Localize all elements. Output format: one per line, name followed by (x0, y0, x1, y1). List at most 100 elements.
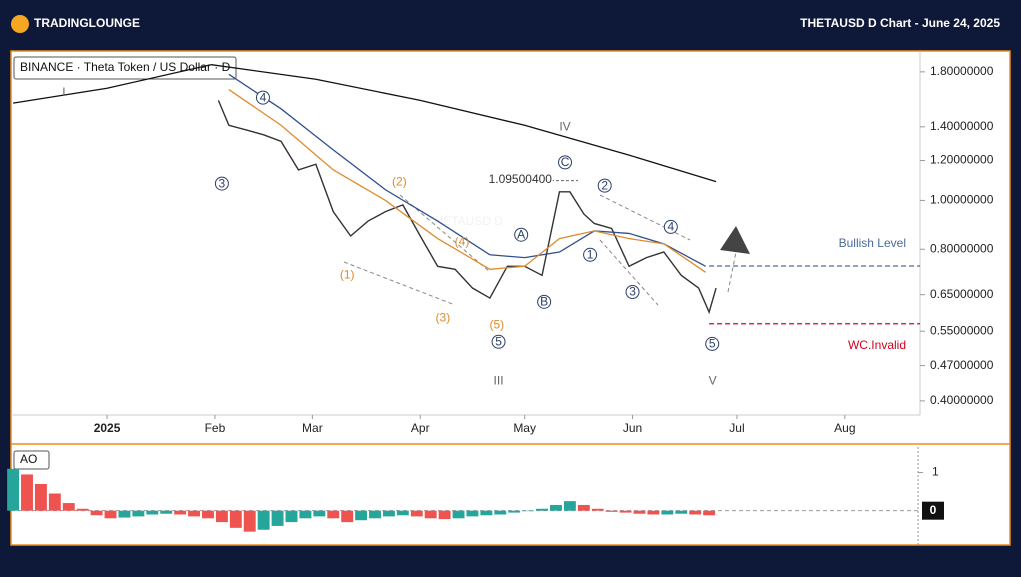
ao-bar (675, 510, 688, 514)
wave-circle (537, 294, 552, 309)
wave-label: 3 (219, 176, 226, 190)
ao-bar (438, 510, 451, 520)
ao-bar (661, 510, 674, 515)
ao-bar (577, 504, 590, 511)
ao-bar (703, 510, 716, 516)
ao-bar (591, 508, 604, 511)
ao-bar (536, 508, 549, 511)
ao-title: AO (20, 452, 37, 466)
ao-bar (452, 510, 465, 519)
ao-box (13, 450, 50, 470)
ao-bar (647, 510, 660, 515)
moving-average (228, 73, 706, 267)
ao-bar (202, 510, 214, 519)
ao-bar (550, 504, 562, 511)
wave-circle (214, 176, 229, 191)
ao-bar (21, 474, 33, 511)
ao-bar (229, 510, 242, 528)
x-tick-label: Aug (834, 421, 855, 435)
wave-circle (558, 155, 573, 170)
ao-bar (605, 510, 618, 512)
wave-label: I (62, 85, 65, 99)
ao-bar (563, 501, 576, 511)
channel-lines (343, 194, 737, 306)
price-note: 1.09500400 (489, 172, 553, 186)
ao-bar (689, 510, 702, 515)
ao-bar (132, 510, 145, 517)
wave-circle (705, 336, 720, 351)
wave-label: 1 (587, 247, 594, 261)
wave-label: (5) (489, 318, 504, 332)
wave-label: (1) (340, 268, 355, 282)
ao-bar (424, 510, 437, 519)
ao-bar (313, 510, 326, 517)
wave-label: 5 (709, 337, 716, 351)
ao-bar (271, 510, 284, 526)
wave-label: 4 (260, 90, 267, 104)
y-tick-label: 0.65000000 (930, 287, 994, 301)
y-tick-label: 1.00000000 (930, 193, 994, 207)
ao-bar (341, 510, 354, 523)
moving-average (12, 64, 717, 183)
wave-label: A (517, 227, 525, 241)
wave-circle (491, 334, 506, 349)
moving-average (228, 89, 706, 273)
ao-bar (480, 510, 493, 516)
wave-circle (597, 178, 612, 193)
ao-bar (48, 493, 61, 511)
x-tick-label: Mar (302, 421, 323, 435)
ao-bar (466, 510, 479, 517)
x-tick-label: 2025 (94, 421, 121, 435)
ao-bar (382, 510, 395, 517)
ao-bar (257, 510, 270, 530)
ao-bar (76, 508, 89, 511)
x-tick-label: Apr (411, 421, 430, 435)
y-tick-label: 1.20000000 (930, 153, 994, 167)
ao-bar (188, 510, 201, 517)
wave-label: 5 (495, 334, 502, 348)
y-tick-label: 1 (932, 465, 939, 479)
zero-box (922, 501, 944, 520)
wave-circle (255, 90, 270, 105)
header-title: THETAUSD D Chart - June 24, 2025 (800, 16, 1000, 30)
ao-bar (522, 510, 535, 512)
ao-bar (215, 510, 228, 523)
y-tick-label: 0.55000000 (930, 323, 994, 337)
x-tick-label: Jul (729, 421, 744, 435)
symbol-title: BINANCE · Theta Token / US Dollar · D (20, 60, 231, 74)
logo: TradingLounge (34, 16, 140, 30)
wave-label: (3) (436, 310, 451, 324)
ao-bar (104, 510, 117, 519)
ao-bar (118, 510, 131, 518)
wave-label: 2 (601, 178, 608, 192)
y-tick-label: 0.47000000 (930, 358, 994, 372)
ao-bar (410, 510, 423, 517)
ao-bar (355, 510, 368, 521)
ao-bar (299, 510, 312, 519)
wave-label: (2) (392, 174, 407, 188)
ao-bar (619, 510, 632, 513)
ao-bar (494, 510, 507, 515)
wave-label: III (494, 374, 504, 388)
ao-bar (243, 510, 256, 532)
logo-icon (11, 15, 29, 33)
x-tick-label: Jun (623, 421, 642, 435)
wave-label: V (709, 374, 717, 388)
ao-bar (396, 510, 409, 516)
x-tick-label: May (513, 421, 536, 435)
ao-bar (34, 483, 47, 511)
ao-bar (633, 510, 646, 514)
ao-bar (160, 510, 173, 514)
ao-bar (508, 510, 521, 513)
wave-label: C (561, 155, 570, 169)
price-line (217, 100, 717, 315)
watermark: THETAUSD D (427, 214, 503, 228)
y-tick-label: 0 (930, 503, 937, 517)
ao-bar (174, 510, 187, 515)
x-tick-label: Feb (205, 421, 226, 435)
ao-bar (7, 468, 20, 511)
wave-circle (514, 227, 529, 242)
y-tick-label: 0.40000000 (930, 393, 994, 407)
